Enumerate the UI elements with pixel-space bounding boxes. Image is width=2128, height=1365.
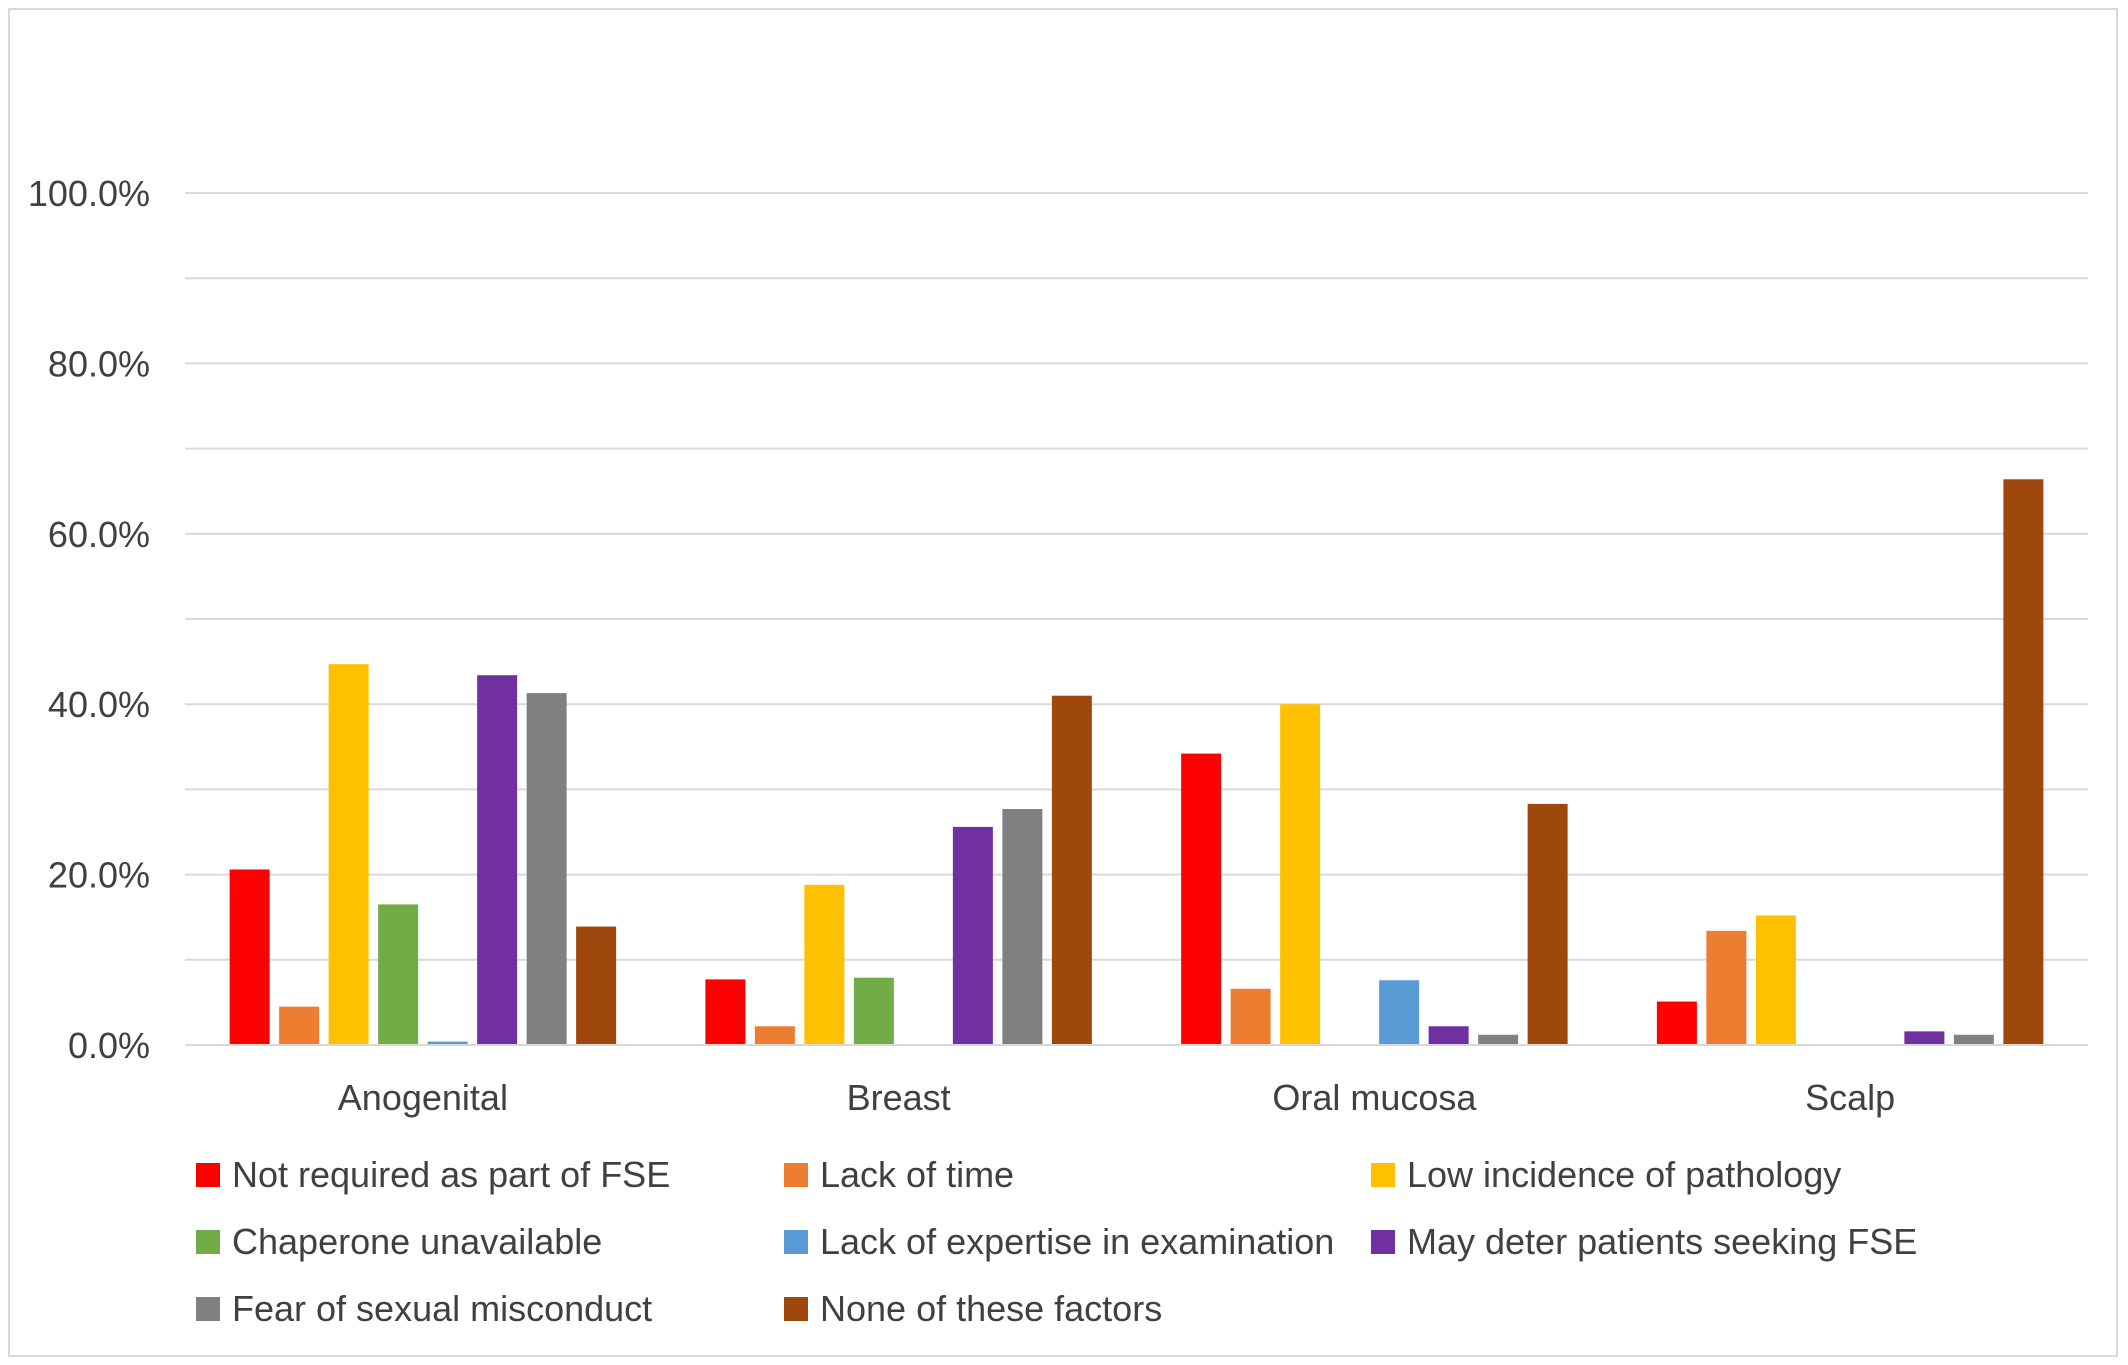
bar (477, 675, 518, 1045)
bar (1527, 803, 1568, 1045)
y-tick-label: 60.0% (48, 514, 150, 555)
bar (2003, 479, 2044, 1046)
bar (1181, 753, 1222, 1045)
bar (804, 884, 845, 1045)
bars (229, 479, 2044, 1046)
bar (1656, 1001, 1697, 1045)
bar (1428, 1026, 1469, 1045)
x-tick-label: Oral mucosa (1272, 1077, 1477, 1118)
bar (1280, 704, 1321, 1045)
y-tick-label: 100.0% (28, 173, 150, 214)
bar (1379, 980, 1420, 1045)
bar (754, 1026, 795, 1045)
bar (328, 664, 369, 1045)
bar (1002, 808, 1043, 1045)
x-tick-label: Scalp (1805, 1077, 1895, 1118)
bar (526, 693, 567, 1045)
x-tick-label: Anogenital (338, 1077, 508, 1118)
bar (1953, 1034, 1994, 1045)
gridlines (185, 192, 2088, 961)
y-tick-label: 20.0% (48, 855, 150, 896)
y-tick-label: 0.0% (68, 1025, 150, 1066)
bar (1706, 930, 1747, 1045)
bar (378, 904, 419, 1045)
y-tick-label: 40.0% (48, 684, 150, 725)
bar (1904, 1031, 1945, 1045)
bar (952, 826, 993, 1045)
x-axis-ticks: Anogenital Breast Oral mucosa Scalp (338, 1077, 1895, 1118)
x-tick-label: Breast (847, 1077, 951, 1118)
y-tick-label: 80.0% (48, 343, 150, 384)
bar (229, 869, 270, 1045)
bar (1230, 988, 1271, 1045)
bar (427, 1041, 468, 1045)
bar (1755, 915, 1796, 1045)
bar (1051, 695, 1092, 1045)
y-axis-ticks: 0.0% 20.0% 40.0% 60.0% 80.0% 100.0% (28, 173, 150, 1066)
bar (576, 926, 617, 1045)
bar (1478, 1034, 1519, 1045)
bar (705, 979, 746, 1045)
bar (279, 1006, 320, 1045)
bar (853, 977, 894, 1045)
